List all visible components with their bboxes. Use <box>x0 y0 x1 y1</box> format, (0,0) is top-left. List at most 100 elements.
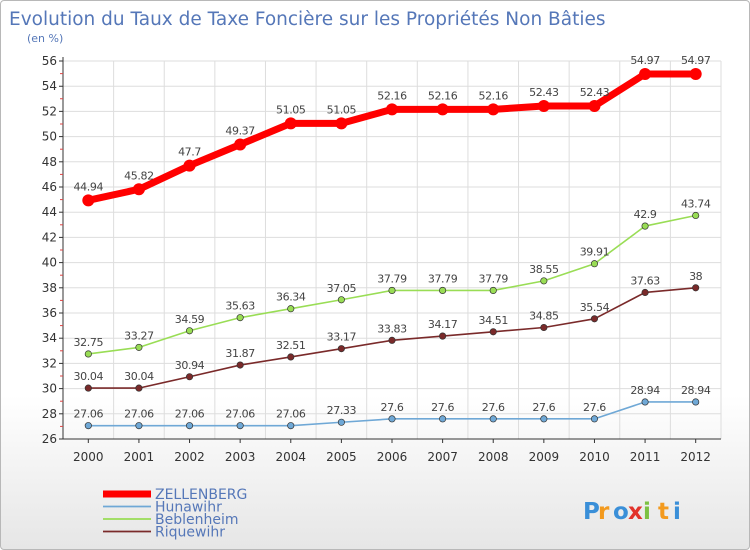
y-tick-label: 48 <box>42 155 57 169</box>
data-label: 37.79 <box>428 272 458 285</box>
y-tick-label: 46 <box>42 180 57 194</box>
data-point <box>337 296 345 304</box>
data-label: 27.6 <box>431 401 454 414</box>
x-tick-label: 2001 <box>124 450 155 464</box>
data-point <box>337 345 345 353</box>
data-point <box>135 343 143 351</box>
data-point <box>388 286 396 294</box>
data-point <box>439 332 447 340</box>
data-point <box>588 99 601 112</box>
y-tick-label: 52 <box>42 104 57 118</box>
data-point <box>439 286 447 294</box>
x-tick-label: 2002 <box>174 450 205 464</box>
y-tick-label: 42 <box>42 230 57 244</box>
data-label: 45.82 <box>124 169 154 182</box>
x-tick-label: 2010 <box>579 450 610 464</box>
data-label: 52.43 <box>529 86 559 99</box>
data-label: 36.34 <box>276 291 306 304</box>
data-label: 38.55 <box>529 263 559 276</box>
y-tick-label: 28 <box>42 407 57 421</box>
data-label: 37.79 <box>478 272 508 285</box>
data-label: 49.37 <box>225 125 255 138</box>
data-point <box>436 103 449 116</box>
data-point <box>135 384 143 392</box>
data-label: 27.06 <box>225 408 255 421</box>
x-tick-label: 2003 <box>225 450 256 464</box>
data-label: 33.17 <box>327 331 357 344</box>
data-label: 34.59 <box>175 313 205 326</box>
data-label: 51.05 <box>327 103 357 116</box>
data-label: 27.33 <box>327 404 357 417</box>
data-label: 51.05 <box>276 103 306 116</box>
logo-letter: i <box>673 499 681 525</box>
data-point <box>489 328 497 336</box>
x-tick-label: 2011 <box>630 450 661 464</box>
data-label: 54.97 <box>630 54 660 67</box>
data-point <box>692 211 700 220</box>
data-label: 34.17 <box>428 318 458 331</box>
data-label: 30.94 <box>175 359 205 372</box>
data-label: 28.94 <box>630 384 660 397</box>
data-point <box>388 336 396 344</box>
data-point <box>287 305 295 313</box>
x-tick-label: 2004 <box>275 450 306 464</box>
data-point <box>489 286 497 294</box>
data-label: 27.06 <box>276 408 306 421</box>
data-label: 39.91 <box>580 246 610 259</box>
data-point <box>234 138 247 151</box>
data-point <box>287 422 295 430</box>
data-label: 33.27 <box>124 329 154 342</box>
data-label: 27.06 <box>74 408 104 421</box>
data-point <box>84 384 92 392</box>
data-label: 30.04 <box>124 370 154 383</box>
data-label: 47.7 <box>178 146 201 159</box>
x-tick-label: 2006 <box>377 450 408 464</box>
y-tick-label: 26 <box>42 432 57 446</box>
data-point <box>82 194 95 207</box>
data-point <box>639 67 652 80</box>
y-tick-label: 34 <box>42 331 57 345</box>
legend-label: Riquewihr <box>155 525 225 541</box>
y-tick-label: 40 <box>42 256 57 270</box>
data-point <box>185 422 194 430</box>
x-tick-label: 2007 <box>427 450 458 464</box>
data-point <box>236 314 244 322</box>
data-label: 27.6 <box>583 401 606 414</box>
data-label: 52.16 <box>478 89 508 102</box>
data-point <box>692 398 700 406</box>
data-point <box>185 327 194 335</box>
chart-title: Evolution du Taux de Taxe Foncière sur l… <box>9 9 606 30</box>
data-label: 33.83 <box>377 322 407 335</box>
data-point <box>386 103 398 116</box>
data-label: 27.06 <box>175 408 205 421</box>
data-point <box>287 353 295 361</box>
data-label: 32.75 <box>74 336 104 349</box>
data-point <box>388 415 396 423</box>
y-tick-label: 50 <box>42 130 57 144</box>
data-point <box>236 422 244 430</box>
data-point <box>590 315 599 323</box>
data-label: 42.9 <box>634 208 657 221</box>
logo-letter: P <box>583 499 600 525</box>
data-point <box>236 361 244 369</box>
data-label: 44.94 <box>74 180 104 193</box>
data-label: 43.74 <box>681 197 711 210</box>
data-point <box>337 418 345 426</box>
data-label: 54.97 <box>681 54 711 67</box>
data-label: 35.54 <box>580 301 610 314</box>
logo-letter: x <box>628 499 643 525</box>
x-tick-label: 2009 <box>529 450 560 464</box>
data-label: 35.63 <box>225 300 255 313</box>
data-point <box>692 284 700 292</box>
data-point <box>590 415 599 423</box>
data-label: 52.43 <box>580 86 610 99</box>
data-label: 34.85 <box>529 309 559 322</box>
logo-letter: r <box>598 499 610 525</box>
data-point <box>135 422 143 430</box>
data-label: 30.04 <box>74 370 104 383</box>
data-point <box>183 159 196 172</box>
logo-letter: t <box>658 499 669 525</box>
proxiti-logo: Pr o x i t i <box>583 499 681 525</box>
data-point <box>185 373 194 381</box>
